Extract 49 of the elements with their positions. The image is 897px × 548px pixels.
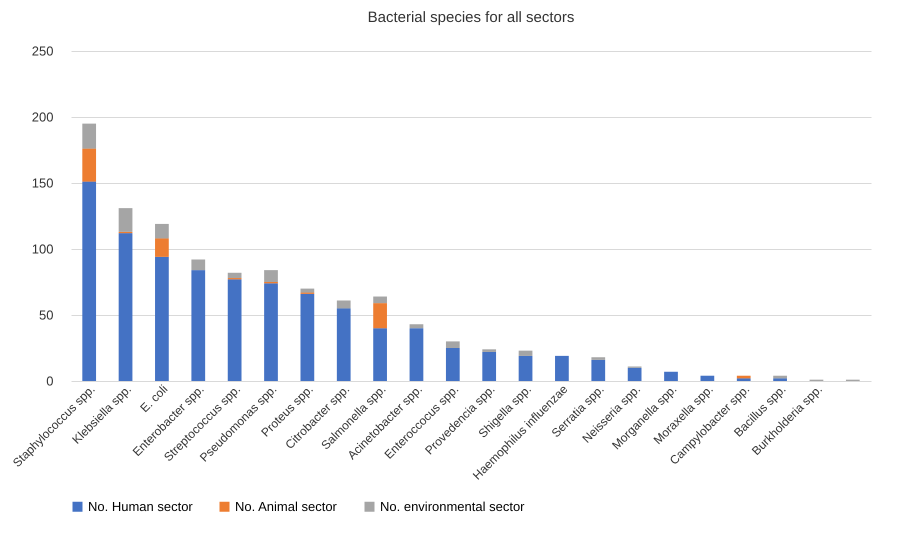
y-tick-label: 0 bbox=[46, 374, 54, 388]
bar bbox=[736, 378, 751, 381]
bar bbox=[591, 357, 606, 360]
bar bbox=[264, 283, 278, 381]
bar bbox=[118, 233, 132, 381]
y-tick-label: 100 bbox=[32, 242, 54, 256]
bar bbox=[82, 148, 96, 182]
bar bbox=[82, 182, 96, 381]
bar bbox=[155, 256, 169, 381]
bar bbox=[336, 308, 351, 381]
bar bbox=[82, 124, 96, 149]
bar bbox=[482, 352, 496, 381]
bar bbox=[264, 270, 278, 282]
y-tick-label: 200 bbox=[32, 110, 54, 124]
bar bbox=[555, 356, 569, 381]
bar bbox=[700, 376, 714, 381]
bar bbox=[228, 279, 242, 381]
bar bbox=[518, 356, 532, 381]
legend-label: No. Human sector bbox=[88, 498, 194, 514]
bar bbox=[446, 348, 460, 381]
bar bbox=[518, 350, 532, 356]
bar bbox=[300, 288, 314, 293]
y-tick-label: 50 bbox=[39, 308, 54, 322]
bar bbox=[664, 372, 678, 381]
bar bbox=[628, 368, 642, 381]
bar bbox=[300, 294, 314, 381]
bar bbox=[118, 208, 132, 232]
y-tick-label: 150 bbox=[32, 176, 54, 190]
bar bbox=[773, 378, 787, 381]
bar bbox=[155, 238, 169, 257]
bar bbox=[373, 328, 387, 381]
bar bbox=[336, 300, 351, 308]
legend-label: No. Animal sector bbox=[235, 498, 338, 514]
bar bbox=[191, 270, 206, 381]
chart-title: Bacterial species for all sectors bbox=[368, 9, 574, 26]
bar bbox=[373, 303, 387, 328]
bar bbox=[773, 376, 787, 378]
bar bbox=[410, 324, 424, 328]
bar bbox=[736, 376, 751, 378]
bar bbox=[373, 296, 387, 304]
bar bbox=[191, 260, 206, 270]
bar bbox=[228, 272, 242, 278]
y-tick-label: 250 bbox=[32, 44, 54, 58]
bar bbox=[155, 224, 169, 238]
legend-label: No. environmental sector bbox=[380, 498, 526, 514]
bar bbox=[446, 341, 460, 348]
bar bbox=[482, 349, 496, 352]
bar bbox=[410, 328, 424, 381]
bar bbox=[591, 360, 606, 381]
